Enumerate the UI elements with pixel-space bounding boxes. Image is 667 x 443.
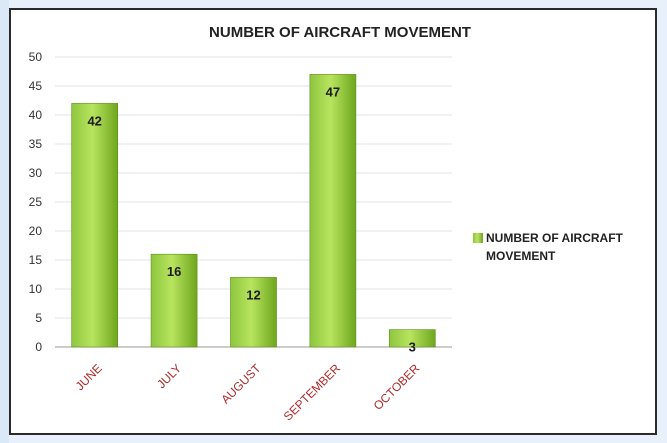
y-tick-label: 45	[29, 79, 43, 93]
y-axis-ticks: 0 5 10 15 20 25 30 35 40 45 50	[29, 50, 43, 354]
bar-august	[230, 277, 277, 348]
x-axis-categories: JUNE JULY AUGUST SEPTEMBER OCTOBER	[73, 361, 423, 424]
y-tick-label: 40	[29, 108, 43, 122]
y-tick-label: 25	[29, 195, 43, 209]
y-tick-label: 20	[29, 224, 43, 238]
data-label-july: 16	[167, 264, 181, 279]
bar-september	[309, 74, 357, 348]
y-tick-label: 50	[29, 50, 43, 64]
y-tick-label: 5	[35, 311, 42, 325]
data-label-september: 47	[326, 84, 340, 99]
x-tick-label-august: AUGUST	[218, 361, 264, 407]
bar-october	[388, 329, 436, 348]
x-tick-label-october: OCTOBER	[371, 361, 423, 413]
bar-july	[150, 253, 198, 348]
x-tick-label-september: SEPTEMBER	[281, 361, 343, 423]
y-tick-label: 30	[29, 166, 43, 180]
data-label-june: 42	[87, 113, 101, 128]
y-tick-label: 0	[35, 340, 42, 354]
chart-title: NUMBER OF AIRCRAFT MOVEMENT	[209, 24, 471, 41]
legend-label-line-2: MOVEMENT	[486, 249, 556, 263]
y-tick-label: 15	[29, 253, 43, 267]
x-tick-label-july: JULY	[154, 361, 184, 391]
page-side-strip	[0, 0, 9, 443]
bars	[71, 74, 436, 348]
bar-june	[71, 103, 119, 348]
legend-label-line-1: NUMBER OF AIRCRAFT	[486, 231, 624, 245]
legend-swatch	[473, 233, 483, 243]
y-tick-label: 35	[29, 137, 43, 151]
y-tick-label: 10	[29, 282, 43, 296]
data-label-october: 3	[409, 340, 416, 355]
legend: NUMBER OF AIRCRAFT MOVEMENT	[473, 231, 624, 263]
data-label-august: 12	[246, 287, 260, 302]
data-labels: 42 16 12 47 3	[87, 84, 415, 354]
x-tick-label-june: JUNE	[73, 361, 105, 393]
